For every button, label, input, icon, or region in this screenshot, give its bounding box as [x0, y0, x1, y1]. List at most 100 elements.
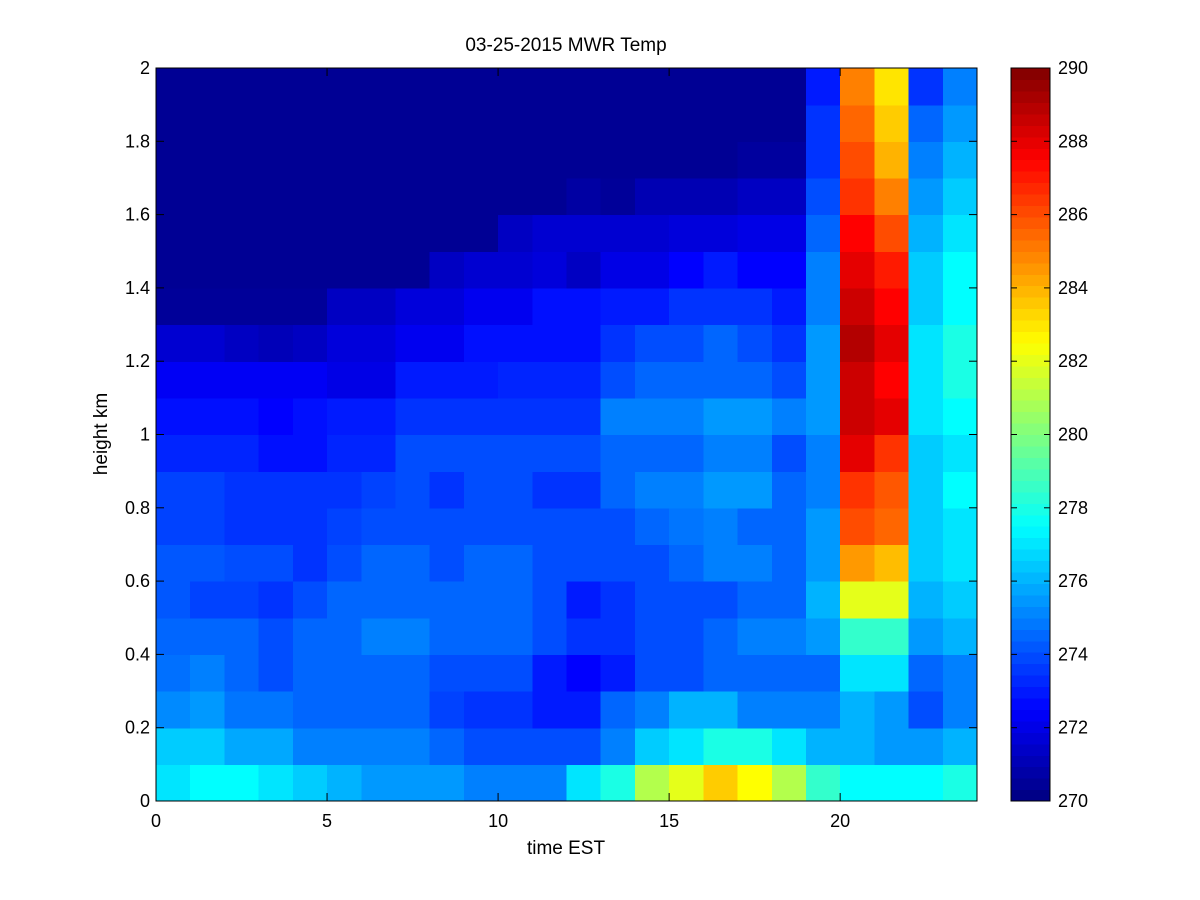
heatmap-cell — [327, 214, 362, 252]
heatmap-cell — [498, 177, 533, 216]
heatmap-cell — [942, 691, 978, 729]
colorbar-tick-label: 272 — [1058, 718, 1088, 738]
colorbar-band — [1011, 102, 1050, 115]
heatmap-cell — [703, 434, 739, 472]
heatmap-cell — [566, 68, 602, 106]
heatmap-cell — [395, 251, 431, 289]
heatmap-cell — [429, 581, 465, 619]
heatmap-cell — [566, 507, 602, 546]
heatmap-cell — [395, 471, 431, 509]
colorbar-band — [1011, 434, 1050, 447]
heatmap-cell — [292, 617, 328, 655]
heatmap-cell — [874, 581, 910, 619]
heatmap-cell — [361, 287, 397, 326]
heatmap-cell — [874, 397, 910, 436]
heatmap-cell — [190, 287, 226, 326]
heatmap-cell — [703, 581, 739, 619]
heatmap-cell — [224, 434, 260, 472]
colorbar-band — [1011, 640, 1050, 653]
colorbar-band — [1011, 766, 1050, 779]
heatmap-cell — [805, 471, 841, 509]
heatmap-cell — [600, 177, 636, 216]
heatmap-cell — [634, 654, 670, 692]
heatmap-cell — [942, 507, 978, 546]
heatmap-cell — [463, 471, 499, 509]
heatmap-cell — [463, 544, 499, 582]
heatmap-cell — [942, 214, 978, 252]
heatmap-cell — [190, 361, 226, 399]
heatmap-cell — [190, 654, 226, 692]
heatmap-cell — [498, 691, 533, 729]
heatmap-cell — [908, 727, 944, 765]
heatmap-cell — [805, 434, 841, 472]
heatmap-cell — [771, 617, 807, 655]
heatmap-cell — [566, 617, 602, 655]
heatmap-cell — [327, 287, 362, 326]
colorbar-tick-label: 280 — [1058, 425, 1088, 445]
heatmap-cell — [190, 214, 226, 252]
heatmap-cell — [771, 544, 807, 582]
heatmap-cell — [190, 251, 226, 289]
heatmap-cell — [361, 434, 397, 472]
heatmap-cell — [566, 691, 602, 729]
heatmap-cell — [566, 581, 602, 619]
heatmap-cell — [771, 104, 807, 142]
heatmap-cell — [600, 287, 636, 326]
colorbar-band — [1011, 400, 1050, 413]
heatmap-cell — [874, 177, 910, 216]
heatmap-cell — [498, 251, 533, 289]
heatmap-cell — [634, 617, 670, 655]
colorbar-band — [1011, 331, 1050, 344]
heatmap-cell — [258, 434, 294, 472]
heatmap-cell — [771, 507, 807, 546]
heatmap-cell — [737, 507, 773, 546]
heatmap-cell — [600, 141, 636, 179]
heatmap-cell — [429, 397, 465, 436]
heatmap-cell — [224, 68, 260, 106]
heatmap-cell — [771, 214, 807, 252]
heatmap-cell — [737, 691, 773, 729]
heatmap-cell — [429, 617, 465, 655]
y-tick-label: 0.2 — [125, 718, 150, 738]
heatmap-cell — [395, 287, 431, 326]
heatmap-cell — [156, 251, 191, 289]
heatmap-cell — [771, 361, 807, 399]
heatmap-cell — [463, 434, 499, 472]
heatmap-cell — [566, 471, 602, 509]
colorbar-band — [1011, 503, 1050, 516]
heatmap-cell — [942, 544, 978, 582]
heatmap-cell — [908, 324, 944, 362]
heatmap-cell — [874, 104, 910, 142]
x-tick-label: 5 — [322, 811, 332, 831]
colorbar-band — [1011, 297, 1050, 310]
heatmap-cell — [942, 397, 978, 436]
heatmap-cell — [190, 764, 226, 802]
heatmap-cell — [532, 214, 568, 252]
heatmap-cell — [566, 287, 602, 326]
heatmap-cell — [805, 507, 841, 546]
heatmap-cell — [292, 287, 328, 326]
heatmap-cell — [805, 104, 841, 142]
colorbar-band — [1011, 319, 1050, 333]
heatmap-cell — [395, 617, 431, 655]
heatmap-cell — [190, 691, 226, 729]
colorbar-ticks: 270 272 274 276 278 280 282 284 286 288 290 — [1011, 58, 1088, 811]
heatmap-cell — [840, 617, 875, 655]
heatmap-cell — [292, 581, 328, 619]
colorbar-band — [1011, 159, 1050, 172]
heatmap-cell — [532, 397, 568, 436]
heatmap-cell — [156, 727, 191, 765]
heatmap-cell — [874, 727, 910, 765]
heatmap-cell — [600, 361, 636, 399]
heatmap-cell — [395, 361, 431, 399]
heatmap-cell — [737, 617, 773, 655]
heatmap-cell — [908, 654, 944, 692]
colorbar-band — [1011, 285, 1050, 298]
x-axis-title: time EST — [527, 838, 606, 859]
heatmap-cell — [771, 324, 807, 362]
heatmap-cell — [669, 68, 704, 106]
heatmap-cell — [532, 324, 568, 362]
heatmap-cell — [327, 434, 362, 472]
x-tick-label: 0 — [151, 811, 161, 831]
